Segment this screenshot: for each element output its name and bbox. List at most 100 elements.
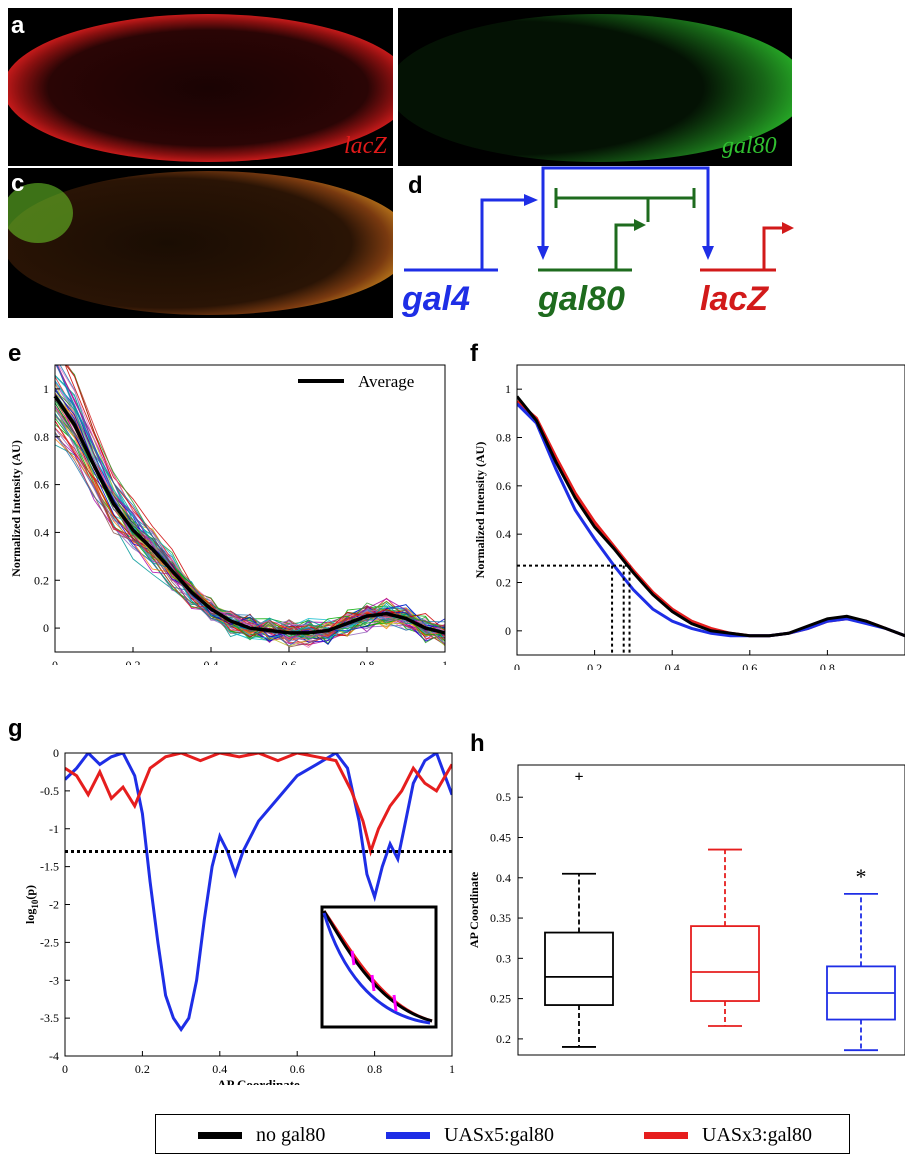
series-line bbox=[65, 753, 452, 1033]
inset-curve-blue bbox=[322, 912, 431, 1025]
embryo-label-gal80: gal80 bbox=[722, 133, 777, 159]
y-tick-label: 0.6 bbox=[34, 478, 49, 492]
y-tick-label: 0.4 bbox=[496, 871, 511, 885]
y-tick-label: 0.2 bbox=[496, 576, 511, 590]
individual-trace bbox=[55, 423, 445, 637]
x-tick-label: 0.6 bbox=[282, 658, 297, 665]
individual-trace bbox=[56, 365, 445, 647]
y-tick-label: 0.4 bbox=[34, 525, 49, 539]
y-tick-label: -1.5 bbox=[40, 860, 59, 874]
panel-letter-e: e bbox=[8, 340, 22, 367]
chart-h-boxplot: 0.2 0.25 0.3 0.35 0.4 0.45 0.5 AP Coordinate + * bbox=[467, 764, 905, 1056]
y-tick-label: 1 bbox=[43, 382, 49, 396]
y-tick-label: 0.45 bbox=[490, 831, 511, 845]
inset-difference-marker bbox=[370, 974, 376, 992]
y-tick-label: 0 bbox=[53, 746, 59, 760]
y-tick-label: 0 bbox=[505, 624, 511, 638]
figure-legend: no gal80 UASx5:gal80 UASx3:gal80 bbox=[155, 1114, 850, 1154]
y-tick-label: 0.8 bbox=[496, 431, 511, 445]
panel-letter-b: b bbox=[398, 12, 413, 39]
series-group bbox=[65, 753, 452, 1033]
x-tick-label: 0.8 bbox=[360, 658, 375, 665]
x-tick-label: 0 bbox=[514, 661, 520, 670]
y-axis-label: Normalized Intensity (AU) bbox=[9, 440, 23, 577]
chart-g-pvalues: 0 0.2 0.4 0.6 0.8 10-0.5-1-1.5-2-2.5-3-3.5-4A… bbox=[23, 746, 455, 1085]
x-tick-label: 0.8 bbox=[820, 661, 835, 670]
x-tick-label: 0.8 bbox=[367, 1062, 382, 1076]
legend-swatch-no-gal80 bbox=[198, 1131, 242, 1139]
series-line bbox=[65, 753, 452, 857]
inset-difference-marker bbox=[392, 994, 398, 1012]
embryo-merged-drawing bbox=[8, 171, 393, 315]
y-tick-label: 0.2 bbox=[496, 1032, 511, 1046]
x-tick-label: 0.6 bbox=[290, 1062, 305, 1076]
panel-letter-d: d bbox=[408, 172, 423, 199]
legend-label-uasx3: UASx3:gal80 bbox=[702, 1123, 812, 1146]
y-tick-label: 0.2 bbox=[34, 573, 49, 587]
x-axis-label: AP Coordinate bbox=[217, 1077, 300, 1085]
x-tick-label: 0.4 bbox=[665, 661, 680, 670]
individual-trace bbox=[55, 365, 445, 639]
individual-trace bbox=[65, 365, 445, 638]
x-tick-label: 0.6 bbox=[742, 661, 757, 670]
x-tick-label: 0 bbox=[62, 1062, 68, 1076]
significance-marker: * bbox=[856, 864, 867, 889]
inset-frame bbox=[320, 905, 438, 1029]
individual-trace bbox=[55, 382, 445, 642]
gal80-gene-line bbox=[538, 188, 696, 272]
y-tick-label: -1 bbox=[49, 822, 59, 836]
y-tick-label: 0 bbox=[43, 621, 49, 635]
y-tick-label: 0.25 bbox=[490, 992, 511, 1006]
x-tick-label: 0.4 bbox=[204, 658, 219, 665]
series-group bbox=[517, 395, 905, 638]
plot-frame bbox=[54, 364, 446, 653]
series-line bbox=[517, 395, 905, 638]
gene-circuit-diagram bbox=[404, 166, 794, 272]
y-tick-label: -2.5 bbox=[40, 935, 59, 949]
plot-frame bbox=[517, 764, 905, 1056]
y-axis-label: log10(p) bbox=[23, 885, 40, 924]
legend-label-uasx5: UASx5:gal80 bbox=[444, 1123, 554, 1146]
embryo-image-lacz bbox=[8, 8, 393, 166]
legend-item-no-gal80: no gal80 bbox=[198, 1115, 325, 1155]
x-tick-label: 0.2 bbox=[126, 658, 141, 665]
lacz-gene-line bbox=[700, 222, 794, 272]
gal4-gene-line bbox=[404, 194, 538, 272]
box-outlier: + bbox=[574, 768, 583, 785]
y-tick-label: -2 bbox=[49, 898, 59, 912]
y-axis-label-main: log bbox=[23, 909, 37, 924]
panel-letter-c: c bbox=[11, 170, 25, 197]
series-line bbox=[517, 400, 905, 638]
y-tick-label: -4 bbox=[49, 1049, 59, 1063]
y-axis-label: AP Coordinate bbox=[467, 871, 481, 948]
inset-curve-black bbox=[322, 910, 433, 1023]
y-tick-label: 0.8 bbox=[34, 430, 49, 444]
y-tick-label: 0.6 bbox=[496, 479, 511, 493]
y-tick-label: -0.5 bbox=[40, 784, 59, 798]
panel-letter-h: h bbox=[470, 730, 485, 757]
panel-letter-a: a bbox=[11, 12, 25, 39]
x-tick-label: 0 bbox=[52, 658, 58, 665]
legend-swatch-uasx3 bbox=[644, 1131, 688, 1139]
y-tick-label: 0.35 bbox=[490, 911, 511, 925]
x-tick-label: 0.2 bbox=[587, 661, 602, 670]
y-axis-label-sub: 10 bbox=[30, 899, 40, 909]
individual-trace bbox=[55, 400, 445, 641]
series-line bbox=[517, 402, 905, 638]
gene-label-gal4: gal4 bbox=[402, 280, 471, 318]
embryo-lacz-drawing bbox=[8, 14, 393, 162]
legend-swatch-uasx5 bbox=[386, 1131, 430, 1139]
legend-item-uasx5: UASx5:gal80 bbox=[386, 1115, 554, 1155]
gene-label-gal80: gal80 bbox=[538, 280, 625, 318]
embryo-label-lacz: lacZ bbox=[344, 133, 387, 159]
y-tick-label: 0.3 bbox=[496, 951, 511, 965]
individual-trace bbox=[55, 405, 445, 641]
x-tick-label: 0.4 bbox=[212, 1062, 227, 1076]
gal4-activation-arrows bbox=[537, 166, 714, 260]
legend-label-average: Average bbox=[358, 372, 414, 391]
y-tick-label: 0.4 bbox=[496, 527, 511, 541]
plot-frame bbox=[516, 364, 905, 656]
embryo-image-gal80 bbox=[398, 8, 792, 166]
x-tick-label: 0.2 bbox=[135, 1062, 150, 1076]
